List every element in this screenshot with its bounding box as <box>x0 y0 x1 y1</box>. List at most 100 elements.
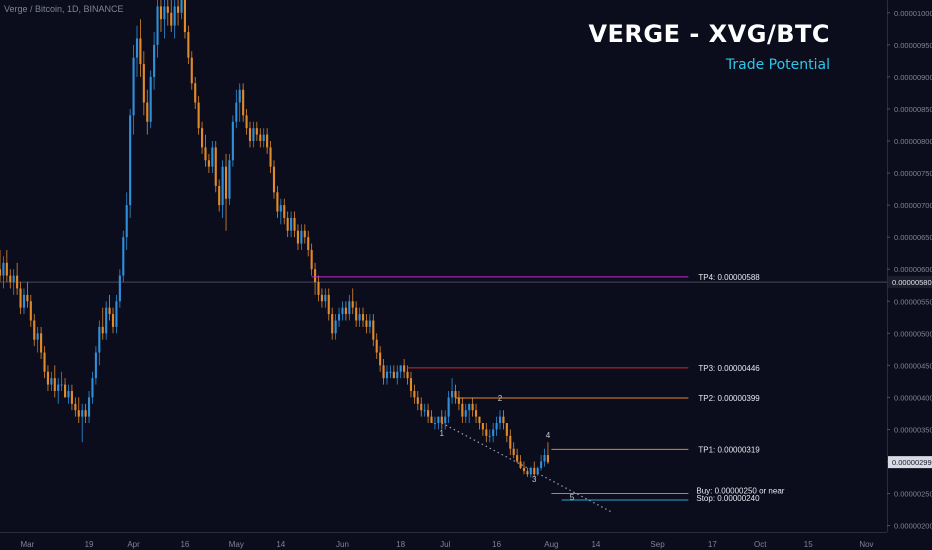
candle <box>259 128 262 148</box>
candle <box>461 397 464 424</box>
candle <box>375 333 378 359</box>
candle-body <box>396 371 399 379</box>
candle-body <box>98 326 101 353</box>
level-label-tp2: TP2: 0.00000399 <box>698 394 760 403</box>
level-label-buy: Buy: 0.00000250 or near <box>696 487 784 496</box>
candle-body <box>382 365 385 379</box>
candle-body <box>358 314 361 321</box>
wave-label: 5 <box>570 493 575 502</box>
candle-body <box>9 275 12 283</box>
candle-body <box>536 467 539 475</box>
candle <box>519 455 522 470</box>
x-tick-label: Aug <box>544 540 558 549</box>
candle <box>324 288 327 308</box>
candle <box>170 0 173 33</box>
candle-body <box>290 217 293 231</box>
candle <box>228 153 231 206</box>
candle <box>0 249 2 283</box>
candle-body <box>437 416 440 424</box>
candle <box>351 288 354 315</box>
candle <box>341 301 344 321</box>
y-tick-label: 0.00000950 <box>894 41 932 50</box>
candle-body <box>307 237 310 250</box>
candle <box>101 307 104 340</box>
candle <box>50 371 53 391</box>
candle <box>440 410 443 430</box>
candle-body <box>430 416 433 424</box>
candle <box>214 141 217 193</box>
candle-body <box>111 314 115 327</box>
candle-body <box>368 320 371 327</box>
candle <box>433 416 436 430</box>
chart-subtitle: Trade Potential <box>725 57 830 73</box>
candle <box>2 256 5 289</box>
candle-body <box>522 467 526 472</box>
candle <box>81 403 84 443</box>
candle-body <box>461 403 464 417</box>
candle-body <box>170 12 173 26</box>
candle <box>485 423 488 443</box>
candle <box>177 0 180 26</box>
candle <box>430 410 433 424</box>
candle <box>540 455 543 471</box>
candle-body <box>84 410 87 417</box>
candle-body <box>207 160 210 167</box>
x-tick-label: 16 <box>180 540 189 549</box>
candle-body <box>40 333 43 353</box>
candle <box>406 365 409 385</box>
candle <box>481 423 484 436</box>
candle-body <box>194 83 197 103</box>
candle-body <box>132 57 135 116</box>
candle <box>310 243 313 276</box>
candle <box>474 403 478 424</box>
candle <box>283 198 286 225</box>
candle-body <box>218 185 221 206</box>
candle-body <box>221 166 224 206</box>
candle <box>118 269 121 308</box>
candle-body <box>471 403 474 411</box>
candle <box>204 134 207 167</box>
level-label-stop: Stop: 0.00000240 <box>696 494 760 503</box>
candle <box>529 466 532 478</box>
candle <box>409 371 413 398</box>
candle <box>16 262 19 295</box>
x-tick-label: 14 <box>276 540 285 549</box>
candle-body <box>355 307 358 321</box>
candle <box>129 108 132 218</box>
candle <box>314 262 317 295</box>
candle <box>111 307 115 334</box>
y-tick-label: 0.00000750 <box>894 169 932 178</box>
price-marker-box <box>888 276 932 289</box>
candle-body <box>320 294 323 302</box>
candle <box>488 429 491 443</box>
candle <box>46 365 50 391</box>
candle <box>221 160 224 218</box>
candle-body <box>231 121 234 161</box>
candles-layer[interactable] <box>0 0 550 478</box>
candle-body <box>5 262 8 276</box>
candle-body <box>286 217 289 231</box>
y-tick-label: 0.00000650 <box>894 233 932 242</box>
candle <box>60 371 63 391</box>
candle-body <box>242 89 245 116</box>
candle-body <box>262 134 265 142</box>
candle-body <box>468 403 471 411</box>
candle-body <box>403 365 406 372</box>
candle-body <box>77 410 80 417</box>
candle-body <box>492 429 495 436</box>
candle-body <box>440 416 443 424</box>
candle <box>242 83 245 122</box>
candle-body <box>300 230 303 244</box>
candle <box>471 397 474 417</box>
candle <box>187 25 190 65</box>
candle-body <box>108 307 111 315</box>
candle-body <box>334 320 337 334</box>
candle <box>502 410 505 430</box>
candle-body <box>166 6 169 13</box>
candle-body <box>502 416 505 424</box>
x-tick-label: Jun <box>336 540 349 549</box>
candle <box>84 403 87 424</box>
candle-body <box>248 128 252 142</box>
x-tick-label: Oct <box>754 540 767 549</box>
candle <box>355 301 358 327</box>
